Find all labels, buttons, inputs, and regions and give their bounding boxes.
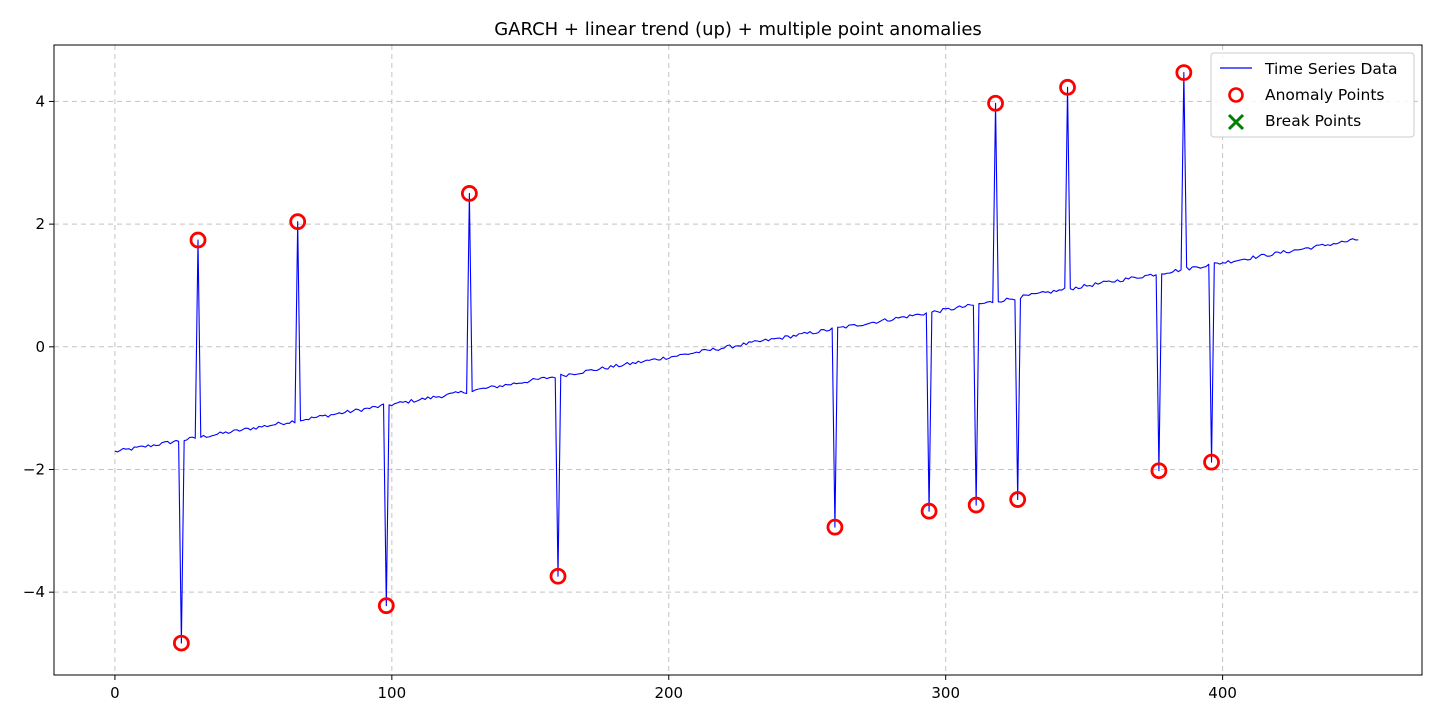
anomaly-point — [377, 597, 395, 615]
plot-frame — [53, 44, 1423, 676]
legend-label-break: Break Points — [1265, 112, 1361, 130]
anomaly-point — [1175, 64, 1193, 82]
legend-label-time-series: Time Series Data — [1264, 60, 1397, 78]
legend-break-swatch — [1227, 113, 1245, 131]
y-tick-label: −4 — [23, 583, 45, 601]
anomaly-point — [189, 231, 207, 249]
anomaly-point — [987, 94, 1004, 112]
y-tick-label: 4 — [35, 92, 45, 110]
anomaly-point — [289, 213, 307, 231]
anomaly-point — [1009, 491, 1027, 508]
anomaly-point — [967, 496, 985, 514]
series-layer — [114, 64, 1359, 652]
anomaly-point — [172, 634, 190, 652]
anomaly-point — [549, 567, 567, 585]
axes: 0 100 200 300 400 −4 −2 0 2 4 — [23, 44, 1423, 702]
x-tick-label: 100 — [378, 684, 407, 702]
y-tick-label: −2 — [23, 460, 45, 478]
anomaly-point — [460, 185, 478, 202]
anomaly-point — [826, 518, 844, 536]
time-series-line — [114, 72, 1359, 644]
x-tick-label: 400 — [1208, 684, 1237, 702]
legend-anomaly-swatch — [1228, 87, 1244, 103]
x-tick-label: 300 — [931, 684, 960, 702]
anomaly-point — [920, 502, 938, 520]
y-tick-label: 2 — [35, 215, 45, 233]
legend-label-anomaly: Anomaly Points — [1265, 86, 1384, 104]
x-tick-label: 0 — [110, 684, 120, 702]
anomaly-point — [1203, 453, 1220, 471]
legend: Time Series Data Anomaly Points Break Po… — [1210, 52, 1415, 138]
y-tick-label: 0 — [35, 338, 45, 356]
legend-box — [1210, 52, 1415, 138]
anomaly-point — [1150, 462, 1168, 480]
grid — [54, 45, 1422, 675]
chart-title: GARCH + linear trend (up) + multiple poi… — [494, 19, 982, 40]
x-tick-label: 200 — [654, 684, 683, 702]
anomaly-point — [1059, 78, 1076, 96]
